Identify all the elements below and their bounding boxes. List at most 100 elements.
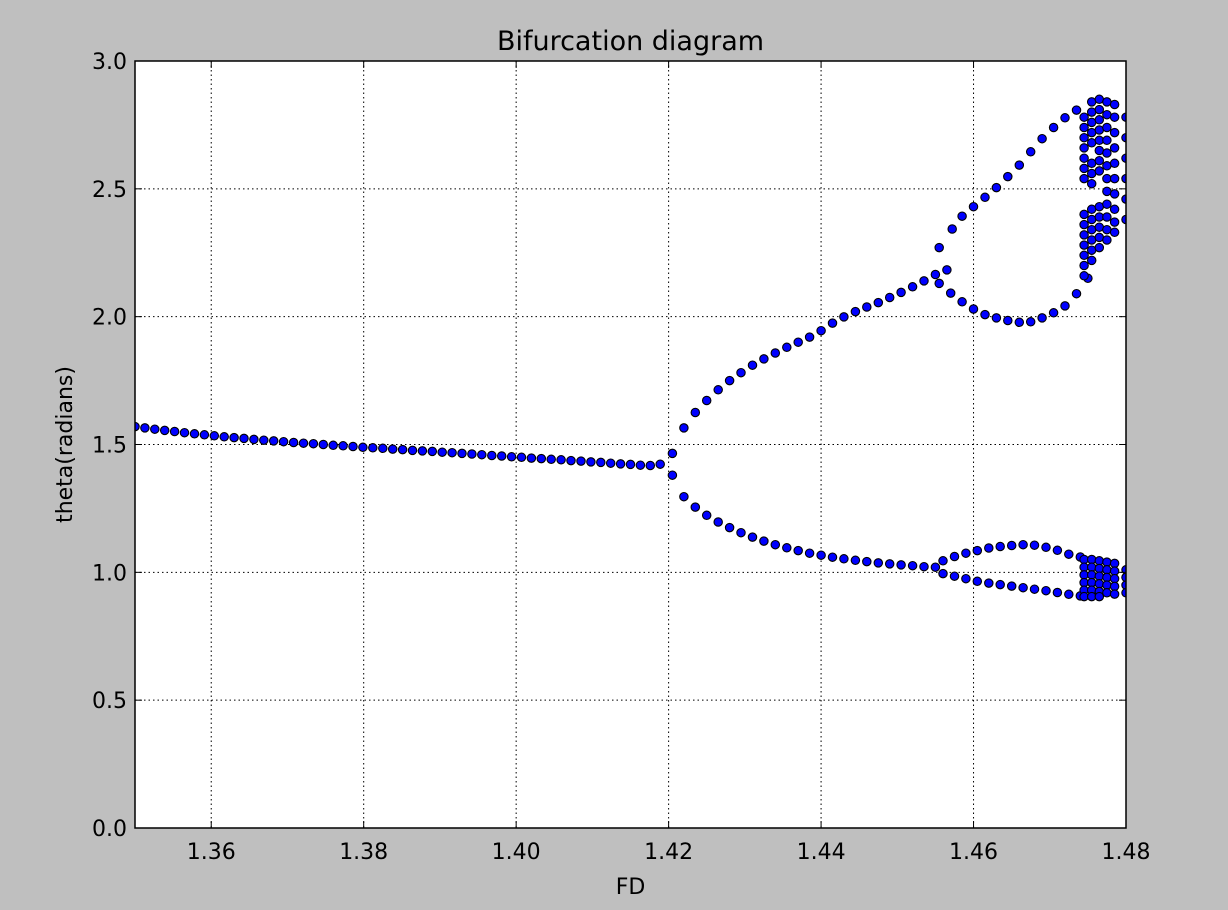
data-point	[968, 304, 979, 314]
data-point	[1014, 160, 1025, 170]
data-point	[679, 491, 689, 502]
data-point	[713, 385, 723, 395]
data-point	[288, 437, 299, 448]
data-point	[368, 443, 378, 453]
data-point	[179, 427, 190, 438]
data-point	[938, 556, 948, 566]
data-point	[770, 348, 781, 358]
data-point	[961, 573, 971, 584]
data-point	[1041, 542, 1051, 553]
y-tick-label: 0.5	[92, 689, 127, 714]
data-point	[1079, 219, 1089, 230]
data-point	[991, 182, 1002, 193]
data-point	[804, 548, 815, 558]
data-point	[1079, 143, 1089, 153]
data-point	[1086, 562, 1097, 572]
data-point	[457, 448, 467, 459]
data-point	[1121, 173, 1126, 184]
data-point	[1102, 186, 1112, 197]
data-point	[984, 543, 994, 553]
data-point	[1094, 155, 1105, 166]
data-point	[239, 433, 249, 444]
data-point	[934, 242, 944, 253]
data-point	[358, 442, 368, 453]
data-point	[945, 288, 956, 298]
data-point	[1121, 112, 1126, 122]
data-point	[759, 536, 769, 546]
data-point	[378, 443, 388, 454]
data-point	[1079, 112, 1089, 122]
data-point	[328, 440, 338, 451]
data-point	[159, 425, 170, 436]
data-point	[526, 453, 537, 463]
data-point	[957, 297, 967, 307]
data-point	[1102, 224, 1112, 235]
data-point	[1102, 173, 1112, 184]
data-point	[1025, 317, 1036, 327]
data-point	[1109, 189, 1120, 199]
data-point	[1079, 173, 1089, 184]
data-point	[546, 454, 556, 465]
data-point	[219, 432, 229, 442]
data-point	[724, 522, 735, 533]
data-point	[447, 447, 457, 458]
data-point	[896, 560, 906, 570]
data-point	[1121, 588, 1126, 598]
data-point	[947, 224, 957, 234]
data-point	[1102, 199, 1112, 209]
data-point	[1102, 135, 1112, 146]
data-point	[1102, 588, 1112, 598]
data-point	[1006, 540, 1017, 551]
data-point	[417, 446, 428, 456]
data-point	[397, 444, 408, 455]
data-point	[1029, 540, 1040, 550]
data-point	[635, 460, 646, 470]
data-point	[338, 441, 348, 451]
data-point	[1094, 591, 1105, 602]
data-point	[1079, 132, 1089, 143]
data-point	[1109, 99, 1120, 110]
data-point	[1018, 582, 1028, 593]
data-point	[1102, 557, 1112, 567]
data-point	[1121, 132, 1126, 143]
data-point	[1037, 313, 1047, 323]
axis-ticks: 1.36 1.38 1.40 1.42 1.44 1.46 1.48 0.0 0.5 1.0 1.5…	[92, 50, 1150, 865]
data-point	[140, 423, 150, 433]
data-point	[1094, 556, 1105, 566]
data-point	[605, 458, 616, 468]
data-point	[169, 426, 180, 437]
x-tick-label: 1.48	[1102, 840, 1151, 865]
data-point	[1064, 589, 1074, 600]
data-point	[972, 545, 983, 556]
data-point	[839, 312, 849, 322]
data-point	[1079, 271, 1089, 281]
x-tick-label: 1.40	[492, 840, 541, 865]
data-point	[1052, 545, 1063, 556]
data-point	[1048, 122, 1059, 133]
data-point	[919, 276, 929, 286]
data-point	[1094, 563, 1105, 574]
data-point	[199, 430, 210, 440]
data-point	[437, 447, 447, 457]
data-point	[1094, 166, 1105, 176]
x-tick-label: 1.42	[644, 840, 693, 865]
data-point	[1121, 214, 1126, 225]
data-point	[1109, 127, 1120, 138]
data-point	[949, 551, 960, 562]
data-point	[1102, 580, 1112, 590]
data-point	[816, 325, 826, 336]
data-point	[407, 445, 418, 456]
data-point	[747, 532, 758, 542]
data-point	[862, 302, 872, 312]
data-point	[1102, 212, 1112, 222]
data-point	[991, 313, 1002, 323]
data-point	[1079, 240, 1089, 250]
y-tick-label: 2.5	[92, 178, 127, 203]
y-tick-label: 1.0	[92, 561, 127, 586]
data-point	[1109, 204, 1120, 215]
data-point	[477, 449, 487, 460]
data-point	[995, 541, 1005, 552]
data-point	[850, 306, 861, 317]
data-point	[1109, 158, 1120, 169]
data-point	[278, 436, 289, 447]
